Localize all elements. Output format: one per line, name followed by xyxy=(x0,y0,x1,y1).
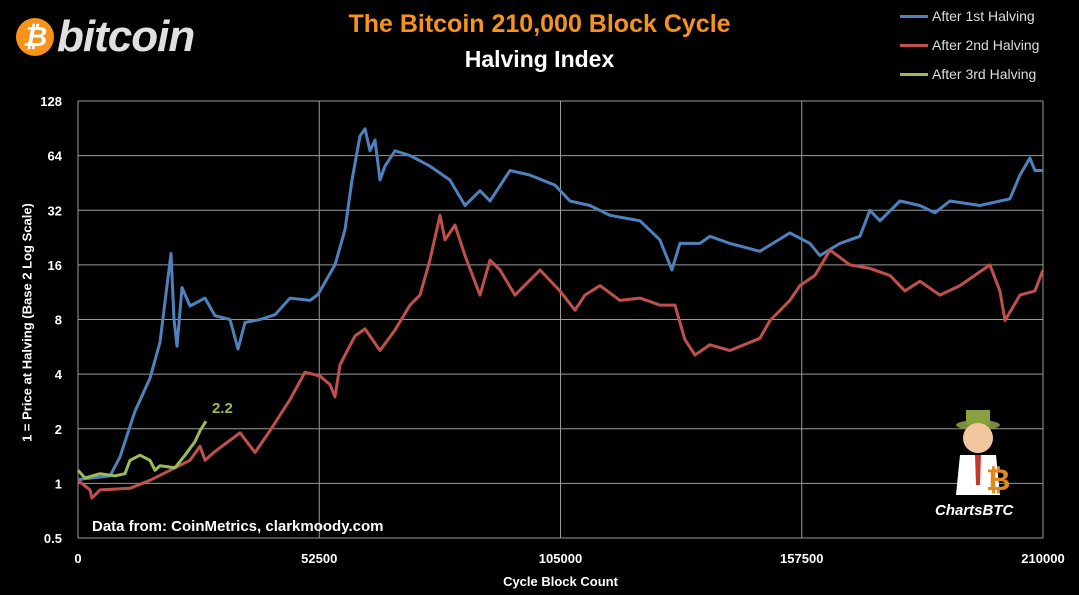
y-tick-label: 1 xyxy=(55,476,62,491)
series-lines xyxy=(76,127,1045,500)
chart-subtitle: Halving Index xyxy=(464,46,615,72)
chartsbtc-mascot-logo: ₿ xyxy=(956,410,1010,497)
y-tick-label: 4 xyxy=(55,367,63,382)
bitcoin-logo: ₿ bitcoin xyxy=(16,12,195,62)
y-axis-label: 1 = Price at Halving (Base 2 Log Scale) xyxy=(19,203,35,442)
x-tick-label: 157500 xyxy=(780,551,823,566)
y-tick-label: 2 xyxy=(55,422,62,437)
legend-swatch xyxy=(900,72,928,76)
x-tick-label: 210000 xyxy=(1021,551,1064,566)
legend-label: After 2nd Halving xyxy=(932,37,1040,53)
series-line-3 xyxy=(76,420,208,480)
tick-labels: 0.5 1 2 4 8 16 32 64 128 0 52500 105000 157500 210000 xyxy=(40,94,1064,566)
y-tick-label: 64 xyxy=(48,149,63,164)
data-source-credit: Data from: CoinMetrics, clarkmoody.com xyxy=(92,518,384,535)
x-tick-label: 52500 xyxy=(301,551,337,566)
y-tick-label: 128 xyxy=(40,94,62,109)
gridlines xyxy=(77,100,1044,539)
legend-item: After 1st Halving xyxy=(900,8,1035,24)
legend-swatch xyxy=(900,14,928,18)
y-tick-label: 16 xyxy=(48,258,62,273)
series-line-2 xyxy=(77,213,1045,500)
y-tick-label: 0.5 xyxy=(44,531,62,546)
legend-item: After 2nd Halving xyxy=(900,37,1039,53)
legend-swatch xyxy=(900,43,928,47)
bitcoin-coin-icon: ₿ xyxy=(16,18,54,56)
x-axis-label: Cycle Block Count xyxy=(503,574,618,589)
x-tick-label: 0 xyxy=(74,551,81,566)
annotation-label: 2.2 xyxy=(212,400,233,417)
y-tick-label: 32 xyxy=(48,203,62,218)
legend-item: After 3rd Halving xyxy=(900,66,1036,82)
svg-text:₿: ₿ xyxy=(986,464,1010,497)
legend-label: After 3rd Halving xyxy=(932,66,1037,82)
brand-label: ChartsBTC xyxy=(935,502,1014,519)
series-line-1 xyxy=(77,127,1043,481)
y-tick-label: 8 xyxy=(55,313,62,328)
chart-title: The Bitcoin 210,000 Block Cycle xyxy=(348,10,731,38)
bitcoin-wordmark: bitcoin xyxy=(57,12,195,61)
legend-label: After 1st Halving xyxy=(932,8,1035,24)
x-tick-label: 105000 xyxy=(539,551,582,566)
